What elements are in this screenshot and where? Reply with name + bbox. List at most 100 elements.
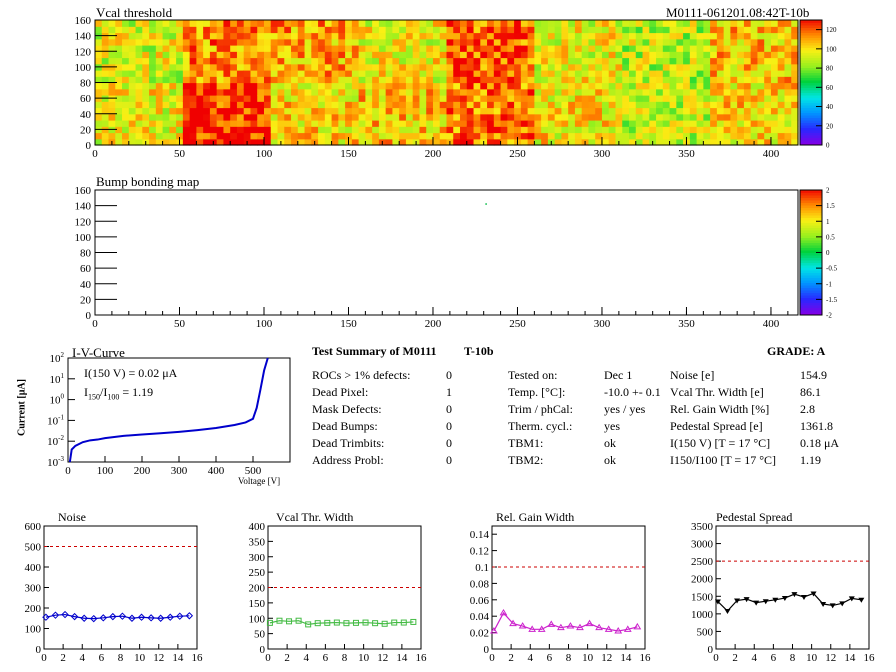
heatmap-cell: [770, 95, 779, 102]
heatmap-cell: [95, 57, 103, 65]
heatmap-cell: [547, 107, 556, 115]
y-tick-label: 50: [254, 629, 266, 641]
heatmap-cell: [182, 101, 191, 109]
heatmap-cell: [405, 76, 414, 84]
heatmap-cell: [358, 126, 366, 134]
heatmap-cell: [243, 76, 252, 84]
heatmap-cell: [365, 126, 373, 134]
heatmap-cell: [595, 32, 603, 40]
heatmap-cell: [311, 26, 319, 34]
heatmap-cell: [345, 20, 353, 27]
heatmap-cell: [297, 26, 306, 34]
heatmap-cell: [534, 95, 542, 102]
heatmap-cell: [601, 101, 610, 109]
heatmap-cell: [608, 138, 617, 146]
heatmap-cell: [426, 51, 434, 59]
heatmap-cell: [561, 138, 569, 146]
heatmap-cell: [568, 82, 576, 90]
heatmap-cell: [453, 138, 461, 146]
x-tick-label: 6: [547, 652, 553, 664]
colorbar-segment: [800, 285, 822, 288]
heatmap-cell: [493, 88, 502, 96]
heatmap-cell: [622, 20, 630, 27]
heatmap-cell: [284, 107, 292, 115]
heatmap-cell: [250, 101, 258, 109]
heatmap-cell: [737, 76, 745, 84]
heatmap-cell: [608, 51, 617, 59]
heatmap-cell: [635, 26, 644, 34]
left-value-1: 1: [446, 385, 452, 399]
heatmap-cell: [568, 126, 576, 134]
colorbar-segment: [800, 47, 822, 51]
heatmap-cell: [155, 70, 164, 77]
heatmap-cell: [514, 26, 522, 34]
heatmap-cell: [453, 120, 461, 127]
heatmap-cell: [581, 45, 590, 52]
heatmap-cell: [716, 38, 725, 46]
heatmap-cell: [250, 138, 258, 146]
heatmap-cell: [520, 70, 529, 77]
heatmap-cell: [629, 126, 637, 134]
heatmap-cell: [135, 82, 143, 90]
heatmap-cell: [115, 88, 123, 96]
heatmap-cell: [473, 57, 481, 65]
colorbar-segment: [800, 192, 822, 196]
heatmap-cell: [243, 57, 252, 65]
heatmap-cell: [169, 70, 177, 77]
heatmap-cell: [209, 26, 218, 34]
data-point: [556, 623, 565, 631]
heatmap-cell: [520, 113, 529, 121]
heatmap-cell: [236, 101, 245, 109]
heatmap-cell: [743, 70, 752, 77]
heatmap-cell: [683, 38, 691, 46]
heatmap-cell: [784, 113, 792, 121]
data-point: [324, 619, 331, 626]
heatmap-cell: [581, 26, 590, 34]
heatmap-cell: [209, 120, 218, 127]
heatmap-cell: [622, 63, 630, 71]
mid-label-3: Therm. cycl.:: [508, 419, 573, 433]
heatmap-cell: [689, 32, 698, 40]
data-point: [99, 614, 107, 622]
heatmap-cell: [358, 101, 366, 109]
heatmap-cell: [642, 107, 650, 115]
heatmap-cell: [554, 45, 563, 52]
heatmap-cell: [453, 51, 461, 59]
colorbar-segment: [800, 245, 822, 248]
heatmap-cell: [764, 95, 772, 102]
heatmap-cell: [365, 76, 373, 84]
heatmap-cell: [338, 82, 346, 90]
y-tick-label: 0: [484, 644, 490, 656]
heatmap-cell: [500, 26, 508, 34]
heatmap-cell: [95, 45, 103, 52]
heatmap-cell: [777, 20, 786, 27]
heatmap-cell: [629, 138, 637, 146]
heatmap-cell: [284, 126, 292, 134]
heatmap-cell: [723, 20, 732, 27]
heatmap-cell: [426, 113, 434, 121]
heatmap-cell: [351, 57, 360, 65]
heatmap-cell: [547, 26, 556, 34]
heatmap-cell: [236, 63, 245, 71]
heatmap-cell: [710, 57, 718, 65]
heatmap-cell: [453, 20, 461, 27]
heatmap-cell: [757, 120, 765, 127]
heatmap-cell: [230, 126, 238, 134]
heatmap-cell: [777, 88, 786, 96]
colorbar-segment: [800, 107, 822, 111]
heatmap-cell: [155, 126, 164, 134]
heatmap-cell: [243, 32, 252, 40]
heatmap-cell: [683, 63, 691, 71]
heatmap-cell: [372, 126, 380, 134]
heatmap-cell: [385, 57, 394, 65]
heatmap-cell: [710, 95, 718, 102]
heatmap-cell: [581, 82, 590, 90]
heatmap-cell: [405, 82, 414, 90]
heatmap-cell: [318, 132, 326, 140]
heatmap-cell: [345, 132, 353, 140]
heatmap-cell: [209, 88, 218, 96]
heatmap-cell: [128, 82, 137, 90]
heatmap-cell: [561, 101, 569, 109]
data-point: [762, 599, 769, 605]
data-point: [576, 623, 584, 631]
